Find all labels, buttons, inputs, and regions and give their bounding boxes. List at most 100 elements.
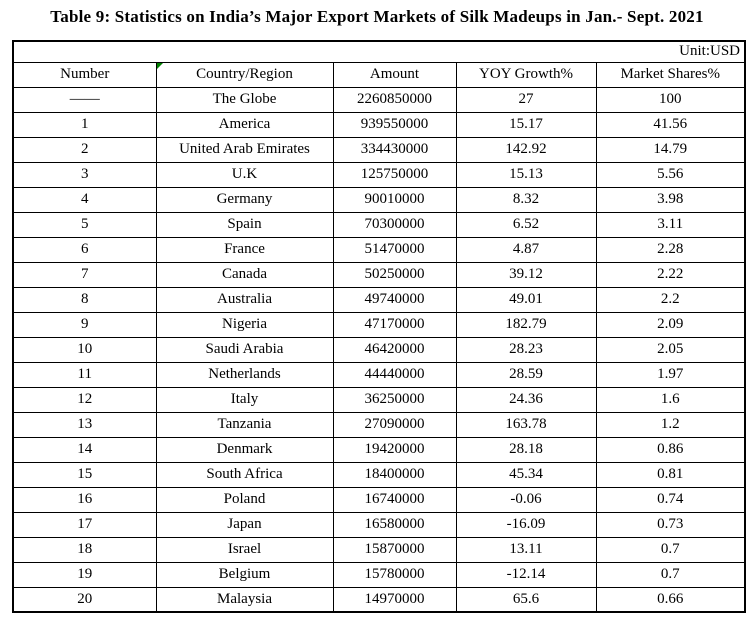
- cell-market-share: 0.7: [595, 536, 746, 563]
- cell-country-region: France: [155, 236, 334, 263]
- cell-number: 6: [12, 236, 157, 263]
- cell-amount: 16580000: [332, 511, 457, 538]
- cell-market-share: 2.2: [595, 286, 746, 313]
- cell-country-region: Canada: [155, 261, 334, 288]
- cell-yoy-growth: 142.92: [455, 136, 597, 163]
- cell-country-region: Germany: [155, 186, 334, 213]
- table-row: 5 Spain 70300000 6.52 3.11: [12, 211, 746, 238]
- table-row: 14 Denmark 19420000 28.18 0.86: [12, 436, 746, 463]
- cell-yoy-growth: 28.18: [455, 436, 597, 463]
- cell-yoy-growth: 15.13: [455, 161, 597, 188]
- cell-country-region: Italy: [155, 386, 334, 413]
- table-row: 8 Australia 49740000 49.01 2.2: [12, 286, 746, 313]
- cell-number: 4: [12, 186, 157, 213]
- table-row: 3 U.K 125750000 15.13 5.56: [12, 161, 746, 188]
- cell-yoy-growth: -12.14: [455, 561, 597, 588]
- table-row: 20 Malaysia 14970000 65.6 0.66: [12, 586, 746, 613]
- cell-country-region: America: [155, 111, 334, 138]
- cell-yoy-growth: -0.06: [455, 486, 597, 513]
- cell-yoy-growth: 163.78: [455, 411, 597, 438]
- cell-yoy-growth: 65.6: [455, 586, 597, 613]
- table-title: Table 9: Statistics on India’s Major Exp…: [50, 7, 704, 26]
- cell-country-region: Spain: [155, 211, 334, 238]
- column-header-amount: Amount: [332, 61, 457, 88]
- cell-country-region: South Africa: [155, 461, 334, 488]
- cell-market-share: 14.79: [595, 136, 746, 163]
- table-row: 6 France 51470000 4.87 2.28: [12, 236, 746, 263]
- table-row: 16 Poland 16740000 -0.06 0.74: [12, 486, 746, 513]
- column-header-yoy-growth: YOY Growth%: [455, 61, 597, 88]
- table-row: 1 America 939550000 15.17 41.56: [12, 111, 746, 138]
- table-row: 9 Nigeria 47170000 182.79 2.09: [12, 311, 746, 338]
- cell-amount: 36250000: [332, 386, 457, 413]
- cell-number: 1: [12, 111, 157, 138]
- cell-yoy-growth: 27: [455, 86, 597, 113]
- cell-number: 11: [12, 361, 157, 388]
- column-header-number: Number: [12, 61, 157, 88]
- cell-amount: 70300000: [332, 211, 457, 238]
- cell-amount: 19420000: [332, 436, 457, 463]
- cell-yoy-growth: 24.36: [455, 386, 597, 413]
- cell-country-region: Denmark: [155, 436, 334, 463]
- table-row: 12 Italy 36250000 24.36 1.6: [12, 386, 746, 413]
- cell-country-region: United Arab Emirates: [155, 136, 334, 163]
- table-row: 18 Israel 15870000 13.11 0.7: [12, 536, 746, 563]
- cell-country-region: Poland: [155, 486, 334, 513]
- cell-amount: 49740000: [332, 286, 457, 313]
- column-header-market-shares: Market Shares%: [595, 61, 746, 88]
- cell-country-region: Saudi Arabia: [155, 336, 334, 363]
- cell-number: 18: [12, 536, 157, 563]
- cell-country-region: Australia: [155, 286, 334, 313]
- table-row: 17 Japan 16580000 -16.09 0.73: [12, 511, 746, 538]
- cell-number: 8: [12, 286, 157, 313]
- cell-number: 13: [12, 411, 157, 438]
- cell-amount: 47170000: [332, 311, 457, 338]
- table-row: 15 South Africa 18400000 45.34 0.81: [12, 461, 746, 488]
- cell-amount: 27090000: [332, 411, 457, 438]
- cell-yoy-growth: 49.01: [455, 286, 597, 313]
- cell-country-region: U.K: [155, 161, 334, 188]
- cell-yoy-growth: 8.32: [455, 186, 597, 213]
- cell-market-share: 2.05: [595, 336, 746, 363]
- cell-amount: 50250000: [332, 261, 457, 288]
- cell-country-region: Japan: [155, 511, 334, 538]
- cell-amount: 18400000: [332, 461, 457, 488]
- table-row: 7 Canada 50250000 39.12 2.22: [12, 261, 746, 288]
- cell-market-share: 1.97: [595, 361, 746, 388]
- cell-market-share: 100: [595, 86, 746, 113]
- export-markets-table: Unit:USD Number Country/Region Amount YO…: [12, 40, 747, 613]
- table-row: 19 Belgium 15780000 -12.14 0.7: [12, 561, 746, 588]
- cell-number: 15: [12, 461, 157, 488]
- cell-number: 20: [12, 586, 157, 613]
- cell-market-share: 1.6: [595, 386, 746, 413]
- cell-number: 10: [12, 336, 157, 363]
- cell-country-region: The Globe: [155, 86, 334, 113]
- cell-comment-marker-icon: [157, 63, 163, 69]
- cell-yoy-growth: 39.12: [455, 261, 597, 288]
- table-row: —— The Globe 2260850000 27 100: [12, 86, 746, 113]
- cell-number: 5: [12, 211, 157, 238]
- table-row: 11 Netherlands 44440000 28.59 1.97: [12, 361, 746, 388]
- table-body: —— The Globe 2260850000 27 100 1 America 939550…: [12, 86, 746, 613]
- cell-market-share: 0.81: [595, 461, 746, 488]
- cell-market-share: 3.11: [595, 211, 746, 238]
- unit-label: Unit:USD: [12, 40, 746, 63]
- cell-yoy-growth: 28.23: [455, 336, 597, 363]
- cell-amount: 14970000: [332, 586, 457, 613]
- cell-amount: 44440000: [332, 361, 457, 388]
- header-row: Number Country/Region Amount YOY Growth%…: [12, 61, 746, 88]
- cell-number: 14: [12, 436, 157, 463]
- table-row: 2 United Arab Emirates 334430000 142.92 14.7…: [12, 136, 746, 163]
- cell-number: 17: [12, 511, 157, 538]
- cell-market-share: 3.98: [595, 186, 746, 213]
- cell-yoy-growth: 4.87: [455, 236, 597, 263]
- cell-number: 12: [12, 386, 157, 413]
- cell-amount: 334430000: [332, 136, 457, 163]
- column-header-country-region-label: Country/Region: [196, 66, 293, 82]
- cell-amount: 46420000: [332, 336, 457, 363]
- cell-number: 19: [12, 561, 157, 588]
- cell-yoy-growth: 182.79: [455, 311, 597, 338]
- cell-yoy-growth: -16.09: [455, 511, 597, 538]
- cell-market-share: 41.56: [595, 111, 746, 138]
